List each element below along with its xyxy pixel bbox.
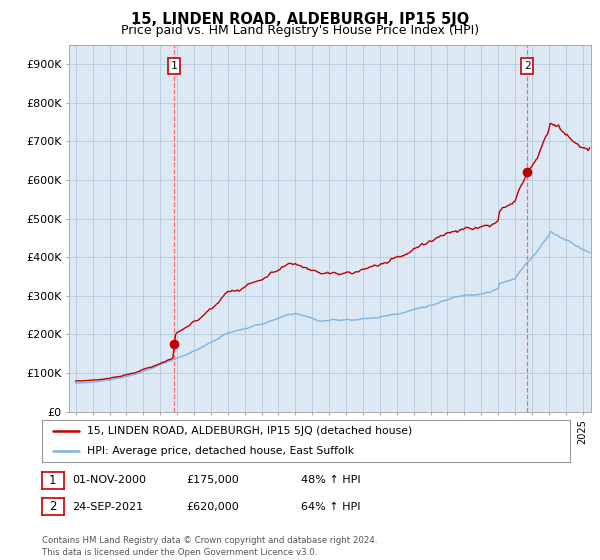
Text: 2: 2 — [49, 500, 56, 514]
Text: 48% ↑ HPI: 48% ↑ HPI — [301, 475, 360, 486]
Text: 24-SEP-2021: 24-SEP-2021 — [73, 502, 144, 512]
Text: 2: 2 — [524, 61, 530, 71]
Text: Price paid vs. HM Land Registry's House Price Index (HPI): Price paid vs. HM Land Registry's House … — [121, 24, 479, 36]
Text: £620,000: £620,000 — [187, 502, 239, 512]
Text: HPI: Average price, detached house, East Suffolk: HPI: Average price, detached house, East… — [87, 446, 354, 456]
Text: 64% ↑ HPI: 64% ↑ HPI — [301, 502, 360, 512]
Text: 15, LINDEN ROAD, ALDEBURGH, IP15 5JQ (detached house): 15, LINDEN ROAD, ALDEBURGH, IP15 5JQ (de… — [87, 426, 412, 436]
Text: 15, LINDEN ROAD, ALDEBURGH, IP15 5JQ: 15, LINDEN ROAD, ALDEBURGH, IP15 5JQ — [131, 12, 469, 27]
Text: 1: 1 — [49, 474, 56, 487]
Text: Contains HM Land Registry data © Crown copyright and database right 2024.
This d: Contains HM Land Registry data © Crown c… — [42, 536, 377, 557]
Text: £175,000: £175,000 — [187, 475, 239, 486]
Text: 1: 1 — [171, 61, 178, 71]
Text: 01-NOV-2000: 01-NOV-2000 — [73, 475, 146, 486]
